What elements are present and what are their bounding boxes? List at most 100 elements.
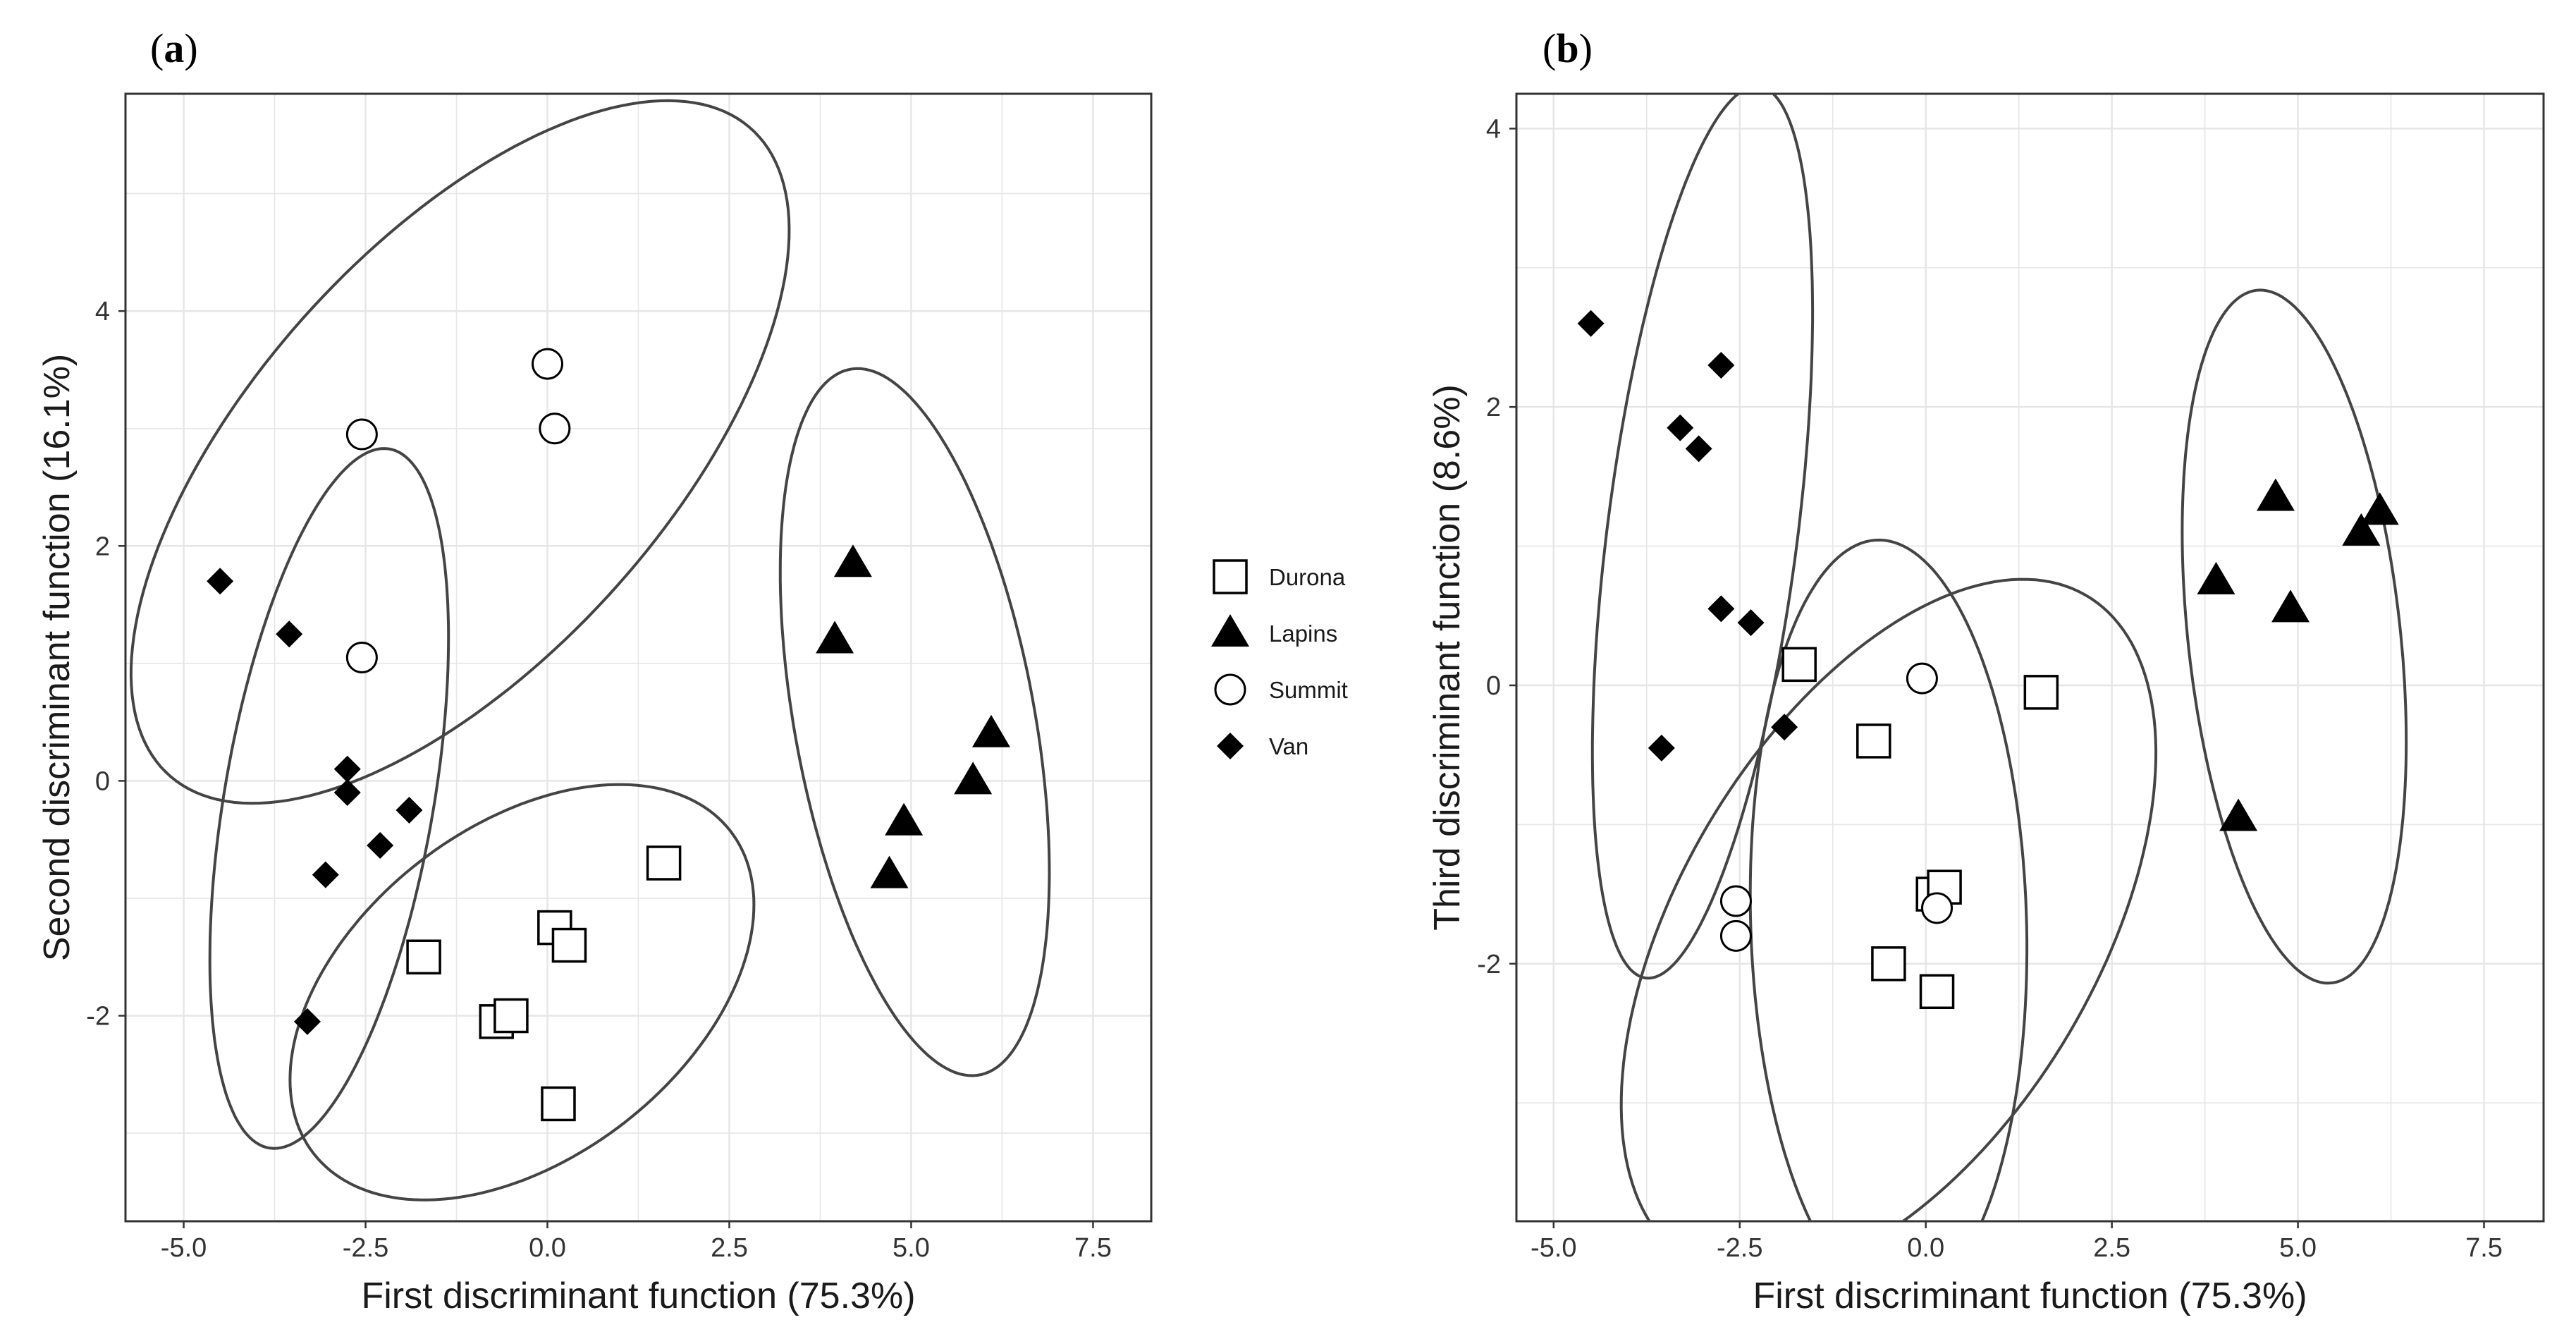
point-van	[1667, 414, 1694, 441]
point-van	[1685, 435, 1712, 463]
x-axis-title: First discriminant function (75.3%)	[361, 1276, 915, 1316]
ellipse-durona	[1619, 577, 2158, 1221]
point-lapins	[2342, 513, 2381, 546]
point-van	[395, 797, 423, 824]
x-tick-label: 2.5	[2093, 1233, 2130, 1263]
y-tick-label: 0	[95, 766, 110, 796]
legend-label: Lapins	[1269, 620, 1337, 647]
x-tick-label: 2.5	[711, 1233, 748, 1263]
point-van	[312, 861, 339, 888]
x-tick-label: 0.0	[1907, 1233, 1944, 1263]
x-tick-label: 0.0	[529, 1233, 566, 1263]
legend-item-durona: Durona	[1213, 559, 1346, 594]
panel-letter: (b)	[1542, 25, 1593, 71]
panel-b-grid	[1516, 94, 2544, 1221]
point-van	[367, 832, 394, 859]
ellipse-lapins	[2181, 288, 2408, 985]
point-lapins	[2271, 589, 2310, 623]
legend-marker-square	[1213, 559, 1248, 594]
point-durona	[537, 910, 572, 946]
y-axis-title: Third discriminant function (8.6%)	[1427, 384, 1468, 931]
legend-label: Durona	[1269, 564, 1346, 590]
legend-item-van: Van	[1217, 733, 1308, 759]
panel-a-ellipses	[129, 99, 1051, 1202]
point-van	[207, 568, 234, 595]
ellipse-summit	[129, 99, 791, 805]
point-van	[276, 620, 303, 648]
legend-label: Summit	[1269, 677, 1348, 703]
point-lapins	[2197, 561, 2235, 594]
x-tick-label: 7.5	[2465, 1233, 2503, 1263]
panel-b: -5.0 -2.5 0.0 2.5 5.0 7.5 -2 0 2 4 First discrimin…	[1427, 25, 2545, 1316]
point-durona	[1781, 647, 1817, 683]
y-tick-label: 4	[1486, 114, 1501, 144]
x-tick-label: 7.5	[1074, 1233, 1112, 1263]
ellipse-summit	[1748, 538, 2029, 1221]
point-durona	[493, 998, 529, 1034]
x-tick-label: -2.5	[1717, 1233, 1762, 1263]
panel-b-ellipses	[1590, 94, 2408, 1221]
point-van	[1771, 714, 1798, 741]
panel-letter-open: (	[150, 25, 164, 71]
point-durona	[541, 1086, 576, 1122]
point-lapins	[816, 620, 854, 654]
legend-marker-triangle	[1211, 614, 1249, 647]
point-summit	[345, 642, 378, 673]
x-tick-label: -2.5	[343, 1233, 388, 1263]
y-tick-label: 4	[95, 297, 110, 326]
point-lapins	[885, 802, 924, 836]
point-summit	[345, 418, 378, 451]
point-durona	[2023, 675, 2059, 710]
ellipse-van	[1590, 94, 1815, 980]
x-tick-label: 5.0	[893, 1233, 930, 1263]
ellipse-lapins	[778, 367, 1051, 1077]
x-tick-label: -5.0	[1531, 1233, 1576, 1263]
point-van	[1577, 310, 1605, 337]
panel-a-border	[124, 92, 1153, 1223]
x-axis-title: First discriminant function (75.3%)	[1753, 1276, 2307, 1316]
point-summit	[539, 412, 571, 445]
panel-letter-open: (	[1542, 25, 1556, 71]
point-lapins	[971, 714, 1010, 747]
point-lapins	[2360, 492, 2399, 525]
panel-letter: (a)	[150, 25, 198, 71]
panel-letter-close: )	[184, 25, 197, 71]
legend-marker-circle	[1214, 673, 1246, 706]
x-tick-label: -5.0	[161, 1233, 207, 1263]
point-durona	[1856, 723, 1891, 759]
panel-b-points	[1577, 310, 2399, 1010]
y-tick-label: 2	[1486, 393, 1501, 422]
ellipse-van	[208, 447, 450, 1150]
legend-label: Van	[1269, 733, 1308, 759]
point-durona	[406, 939, 441, 974]
ellipse-durona	[288, 783, 756, 1202]
point-summit	[1921, 892, 1954, 924]
point-van	[333, 755, 361, 783]
y-tick-label: 0	[1486, 671, 1501, 701]
point-summit	[532, 348, 564, 380]
y-tick-label: -2	[1477, 950, 1501, 979]
point-lapins	[954, 762, 993, 795]
point-summit	[1719, 885, 1752, 917]
panel-a: -5.0 -2.5 0.0 2.5 5.0 7.5 -2 0 2 4 First discrimin…	[37, 25, 1153, 1316]
legend-item-summit: Summit	[1214, 673, 1348, 706]
point-van	[1737, 609, 1765, 637]
panel-letter-value: a	[164, 25, 184, 71]
point-durona	[551, 927, 587, 963]
point-lapins	[2219, 798, 2258, 831]
x-tick-label: 5.0	[2279, 1233, 2317, 1263]
legend-item-lapins: Lapins	[1211, 614, 1337, 647]
y-tick-label: 2	[95, 532, 110, 561]
y-axis-title: Second discriminant function (16.1%)	[37, 354, 78, 961]
legend-marker-diamond	[1217, 733, 1244, 759]
panel-a-grid	[125, 94, 1151, 1221]
panel-letter-close: )	[1579, 25, 1593, 71]
point-lapins	[833, 544, 872, 577]
point-van	[1707, 351, 1735, 379]
legend: Durona Lapins Summit Van	[1211, 559, 1348, 759]
point-van	[333, 779, 361, 807]
point-durona	[1871, 946, 1906, 982]
point-durona	[1919, 974, 1955, 1010]
panel-a-points	[207, 348, 1010, 1122]
